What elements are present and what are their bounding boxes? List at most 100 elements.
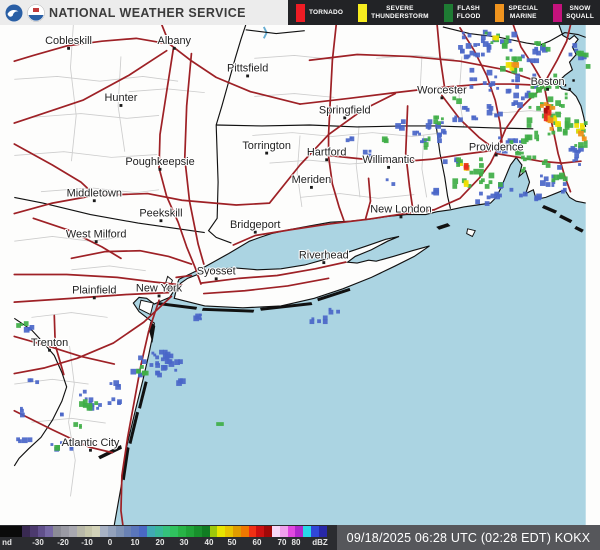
radar-echo [534,197,539,202]
radar-echo [515,79,519,83]
radar-echo [82,403,88,408]
radar-echo [536,195,541,201]
city-marker-providence [494,153,498,157]
city-label-meriden: Meriden [292,174,332,186]
radar-echo [486,48,491,53]
radar-echo [583,144,588,148]
radar-echo [418,132,421,136]
radar-echo [345,138,350,143]
radar-echo [543,117,548,122]
radar-echo [551,178,556,183]
radar-echo [568,147,573,152]
radar-echo [509,48,513,52]
scale-tick-dBZ: dBZ [312,538,328,547]
radar-echo [23,321,29,326]
radar-echo [520,54,525,59]
radar-echo [557,126,562,132]
header-bar: NATIONAL WEATHER SERVICE TORNADO SEVERE T… [0,0,600,25]
city-marker-west-milford [94,240,98,244]
radar-echo [155,361,160,365]
warning-item-snow-squall: SNOW SQUALL [553,3,594,22]
radar-echo [505,140,511,145]
radar-echo [549,119,554,124]
radar-echo [526,155,532,161]
radar-echo [452,178,459,185]
radar-echo [553,117,558,122]
radar-map[interactable]: Cobleskill Albany Pittsfield Hunter Worceste… [0,24,600,526]
scale-tick-70: 70 [277,538,287,547]
radar-echo [545,109,552,116]
radar-echo [486,109,493,116]
radar-echo [482,81,487,85]
radar-echo [522,166,526,170]
radar-echo [564,92,568,96]
scale-seg [115,526,124,537]
radar-echo [540,104,544,108]
radar-echo [427,136,431,140]
radar-echo [528,92,534,98]
city-marker-pittsfield [246,74,250,78]
radar-echo [427,119,433,125]
radar-echo [317,319,321,324]
radar-echo [574,153,580,159]
scale-seg [209,526,218,537]
agency-title: NATIONAL WEATHER SERVICE [49,5,246,20]
radar-echo [79,425,82,429]
city-label-boston: Boston [531,76,565,88]
radar-echo [562,128,568,134]
radar-echo [479,163,484,168]
radar-echo [460,163,463,166]
radar-echo [549,126,554,131]
city-marker-hartford [325,158,329,162]
radar-echo [517,102,523,108]
city-marker-peekskill [159,219,163,223]
scale-tick-80: 80 [291,538,301,547]
radar-echo [456,98,462,105]
radar-echo [475,52,480,58]
nws-brand[interactable]: NATIONAL WEATHER SERVICE [0,0,288,25]
radar-echo [564,123,570,128]
radar-echo [557,165,562,170]
radar-echo [513,138,519,144]
radar-echo [515,147,521,154]
radar-echo [440,117,444,121]
radar-echo [555,111,561,118]
radar-echo [456,157,461,163]
radar-echo [545,83,552,89]
radar-echo [583,52,589,58]
scale-seg [295,526,304,537]
radar-echo [115,384,121,390]
roads [13,24,582,526]
radar-echo [484,31,488,35]
radar-echo [16,437,20,442]
radar-echo [420,140,423,144]
radar-echo [477,43,480,46]
city-label-albany: Albany [158,35,192,47]
radar-echo [505,35,510,40]
radar-echo [488,172,495,179]
radar-echo [391,182,396,186]
radar-echo [515,85,520,89]
scale-seg [61,526,69,537]
city-label-syosset: Syosset [197,266,236,278]
warning-label: FLASH FLOOD [456,5,481,20]
radar-echo [576,50,581,56]
radar-echo [541,43,546,47]
radar-echo [82,399,88,405]
scale-tick-40: 40 [204,538,214,547]
warning-swatch [296,3,305,22]
scale-seg [84,526,93,537]
radar-echo [155,355,160,360]
warning-label: SPECIAL MARINE [508,5,539,20]
radar-echo [113,380,120,386]
radar-echo [416,130,420,134]
radar-echo [578,163,581,166]
city-label-peekskill: Peekskill [139,207,182,219]
radar-map-svg[interactable]: Cobleskill Albany Pittsfield Hunter Worceste… [0,24,600,526]
city-label-cobleskill: Cobleskill [45,35,92,47]
radar-echo [437,121,441,125]
radar-echo [160,365,167,371]
radar-echo [467,54,471,58]
city-marker-atlantic-city [89,448,92,452]
radar-echo [21,437,28,444]
